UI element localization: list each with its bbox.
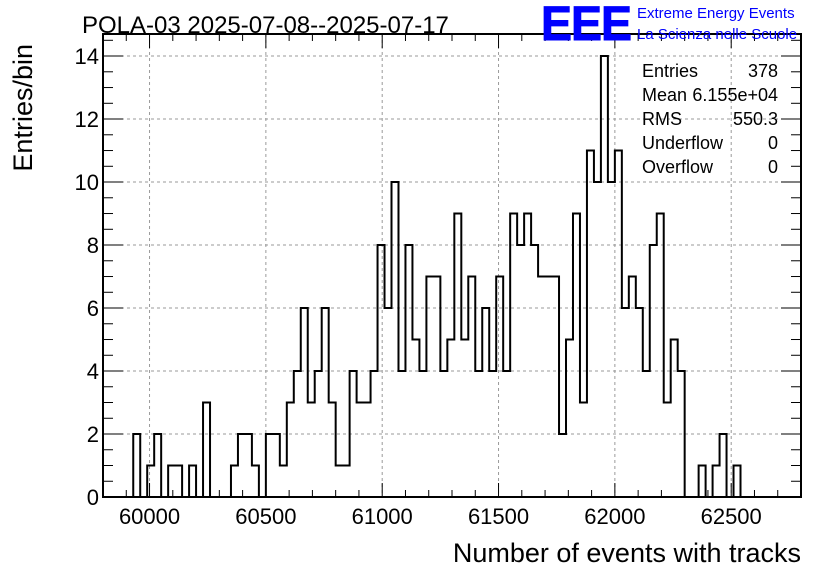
histogram-bin [426, 277, 433, 497]
histogram-bin [189, 466, 196, 497]
histogram-bin [433, 277, 440, 497]
histogram-series [126, 55, 748, 498]
histogram-bin [447, 340, 454, 497]
histogram-bin [573, 214, 580, 497]
histogram-bin [147, 466, 154, 497]
histogram-bin [175, 466, 182, 497]
x-tick-label: 60500 [235, 504, 296, 529]
tick-labels: 60000 60500 61000 61500 62000 62500 0 2 4 6 8 10 12 1… [75, 44, 762, 529]
axis-ticks [102, 34, 802, 498]
eee-logo-mark: EEE [541, 0, 631, 51]
histogram-bin [601, 56, 608, 497]
stats-label: Entries [642, 61, 698, 81]
histogram-bin [168, 466, 175, 497]
histogram-bin [385, 308, 392, 497]
stats-label: RMS [642, 109, 682, 129]
histogram-bin [720, 434, 727, 497]
histogram-bin [587, 151, 594, 497]
histogram-bin [615, 151, 622, 497]
y-tick-label: 4 [87, 359, 99, 384]
histogram-bin [664, 403, 671, 497]
histogram-bin [154, 434, 161, 497]
histogram-bin [133, 434, 140, 497]
histogram-bin [622, 308, 629, 497]
grid-lines [103, 34, 801, 497]
x-tick-label: 62000 [584, 504, 645, 529]
y-tick-label: 2 [87, 422, 99, 447]
chart-title: POLA-03 2025-07-08--2025-07-17 [82, 12, 449, 39]
eee-logo-line1: Extreme Energy Events [637, 5, 795, 22]
stats-label: Mean [642, 85, 687, 105]
eee-logo: EEE Extreme Energy Events La Scienza nel… [541, 0, 798, 52]
histogram-bin [713, 466, 720, 497]
histogram-bin [273, 434, 280, 497]
stats-value: 6.155e+04 [692, 85, 778, 105]
stats-value: 0 [768, 133, 778, 153]
histogram-bin [412, 340, 419, 497]
stats-value: 378 [748, 61, 778, 81]
x-tick-label: 62500 [701, 504, 762, 529]
y-axis-label: Entries/bin [8, 44, 38, 172]
histogram-bin [392, 182, 399, 497]
stats-label: Underflow [642, 133, 724, 153]
histogram-bin [461, 340, 468, 497]
histogram-bin [454, 214, 461, 497]
histogram-bin [280, 466, 287, 497]
histogram-bin [308, 403, 315, 497]
histogram-bin [482, 308, 489, 497]
stats-box: Entries 378 Mean 6.155e+04 RMS 550.3 Underflow… [642, 61, 778, 177]
y-tick-label: 0 [87, 485, 99, 510]
histogram-bin [496, 277, 503, 497]
histogram-bin [734, 466, 741, 497]
histogram-bin [545, 277, 552, 497]
histogram-bin [594, 182, 601, 497]
histogram-bin [287, 403, 294, 497]
histogram-bin [343, 466, 350, 497]
histogram-bin [629, 277, 636, 497]
stats-value: 0 [768, 157, 778, 177]
y-tick-label: 6 [87, 296, 99, 321]
x-tick-label: 61000 [352, 504, 413, 529]
histogram-bin [657, 214, 664, 497]
eee-logo-line2: La Scienza nelle Scuole [637, 26, 797, 43]
histogram-bin [636, 308, 643, 497]
histogram-bin [364, 403, 371, 497]
histogram-bin [566, 340, 573, 497]
histogram-bin [301, 308, 308, 497]
y-tick-label: 10 [75, 170, 99, 195]
stats-label: Overflow [642, 157, 714, 177]
stats-value: 550.3 [733, 109, 778, 129]
histogram-bin [699, 466, 706, 497]
histogram-bin [203, 403, 210, 497]
histogram-bin [608, 182, 615, 497]
x-tick-label: 60000 [119, 504, 180, 529]
histogram-bin [329, 403, 336, 497]
y-tick-label: 12 [75, 107, 99, 132]
histogram-bin [231, 466, 238, 497]
histogram-bin [510, 214, 517, 497]
histogram-bin [468, 277, 475, 497]
histogram-bin [322, 308, 329, 497]
x-tick-label: 61500 [468, 504, 529, 529]
histogram-bin [552, 277, 559, 497]
y-tick-label: 14 [75, 44, 99, 69]
histogram-bin [524, 214, 531, 497]
y-tick-label: 8 [87, 233, 99, 258]
histogram-bin [266, 434, 273, 497]
histogram-bin [538, 277, 545, 497]
plot-frame [102, 33, 802, 498]
histogram-bin [580, 403, 587, 497]
histogram-bin [671, 340, 678, 497]
x-axis-label: Number of events with tracks [453, 538, 801, 568]
histogram-bin [357, 403, 364, 497]
histogram-bin [559, 434, 566, 497]
histogram-bin [238, 434, 245, 497]
histogram-bin [245, 434, 252, 497]
histogram-bin [336, 466, 343, 497]
histogram-bin [252, 466, 259, 497]
